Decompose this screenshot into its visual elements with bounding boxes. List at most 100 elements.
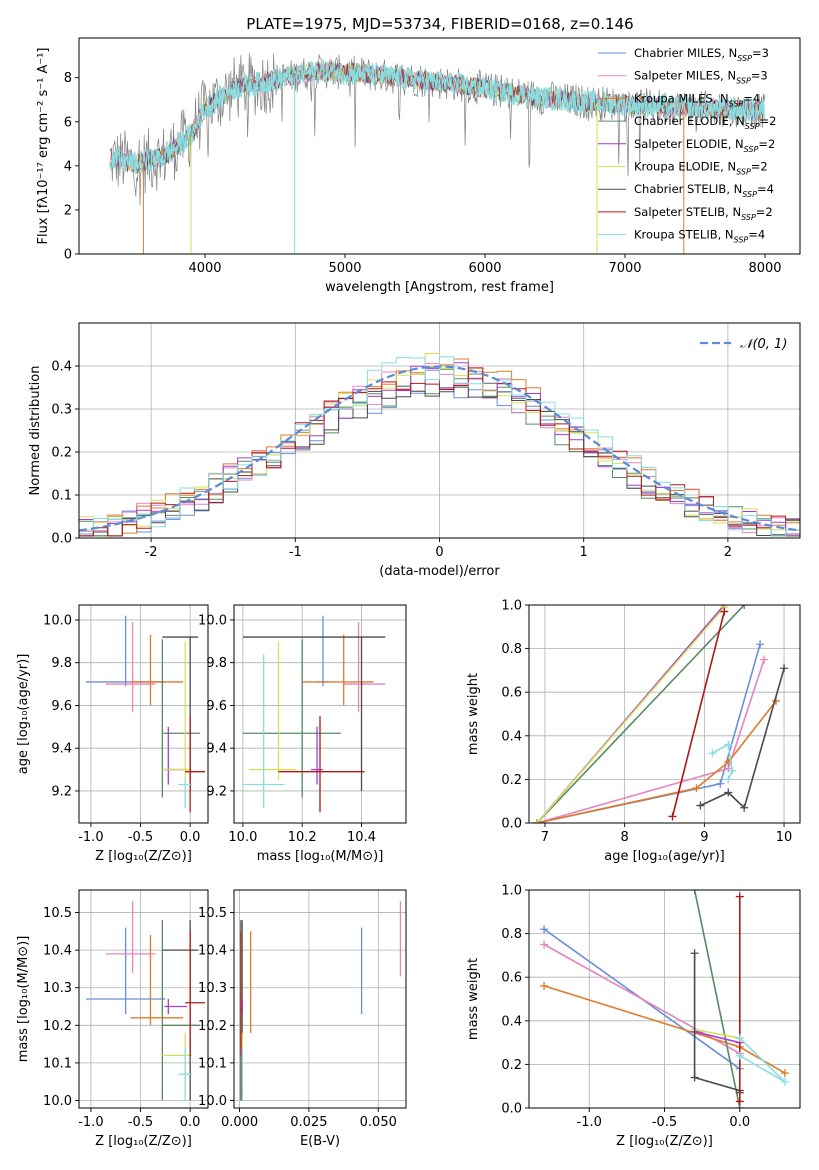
y-tick-label: 9.2: [51, 784, 72, 799]
x-tick-label: -0.5: [652, 1115, 677, 1130]
x-axis-label: age [log₁₀(age/yr)]: [604, 849, 725, 864]
y-axis-label: mass weight: [466, 958, 481, 1040]
series-line: [693, 890, 741, 1108]
errorbar-point-salpeter_stelib: [185, 716, 206, 813]
x-tick-label: -0.5: [128, 1115, 153, 1130]
grid-mass_vs_ebv: [234, 890, 406, 1108]
legend-entry-salpeter_elodie: Salpeter ELODIE, NSSP=2: [634, 137, 775, 154]
plot-area-mass_weight_vs_age: [532, 605, 789, 823]
axes-frame: [233, 604, 407, 824]
y-tick-label: 10.1: [198, 1056, 227, 1071]
data-point-marker: [756, 640, 765, 649]
data-point-marker: [716, 779, 725, 788]
y-tick-label: 8: [64, 71, 72, 86]
legend-entry-kroupa_elodie: Kroupa ELODIE, NSSP=2: [634, 160, 768, 177]
x-tick-label: 0.0: [729, 1115, 750, 1130]
errorbar-point-salpeter_stelib: [185, 931, 206, 1056]
errorbar-point-salpeter_elodie: [311, 726, 323, 785]
y-tick-label: 10.4: [198, 944, 227, 959]
errorbar-point-kroupa_stelib: [178, 780, 193, 809]
chart-title: PLATE=1975, MJD=53734, FIBERID=0168, z=0…: [246, 15, 633, 33]
panel-mass_weight_vs_Z: -1.0 -0.5 0.0 0.0 0.2 0.4 0.6 0.8 1.0 Z [log₁₀(Z/…: [466, 884, 801, 1149]
data-point-marker: [735, 1097, 744, 1106]
y-tick-label: 10.2: [198, 1019, 227, 1034]
legend-entry-salpeter_miles: Salpeter MILES, NSSP=3: [634, 69, 768, 86]
data-point-marker: [724, 740, 733, 749]
x-tick-label: 6000: [468, 261, 501, 276]
data-point-marker: [724, 788, 733, 797]
errorbar-point-kroupa_stelib: [242, 654, 285, 809]
histogram-chabrier_stelib: [79, 386, 800, 538]
legend-entry-chabrier_miles: Chabrier MILES, NSSP=3: [634, 46, 769, 63]
x-tick-label: -1.0: [78, 830, 103, 845]
histogram-kroupa_stelib: [79, 356, 800, 538]
x-tick-label: 0.0: [180, 1115, 201, 1130]
x-tick-label: -1.0: [577, 1115, 602, 1130]
plot-area-residuals: [79, 353, 800, 538]
y-tick-label: 0.3: [51, 403, 72, 418]
plot-area-mass_weight_vs_Z: [540, 890, 789, 1108]
x-tick-label: 1: [580, 545, 588, 560]
y-tick-label: 10.1: [43, 1056, 72, 1071]
normal-reference-curve: [79, 365, 800, 532]
series-line: [536, 700, 777, 823]
y-axis-label: Normed distribution: [28, 366, 43, 496]
x-axis-label: Z [log₁₀(Z/Z⊙)]: [95, 1134, 192, 1149]
series-kroupa_elodie: [532, 605, 729, 823]
x-tick-label: 0.0: [180, 830, 201, 845]
series-chabrier_stelib: [696, 664, 789, 812]
y-axis-label: mass weight: [466, 673, 481, 755]
x-tick-label: 0: [435, 545, 443, 560]
series-line: [671, 611, 726, 817]
x-axis-label: Z [log₁₀(Z/Z⊙)]: [95, 849, 192, 864]
axes-frame: [78, 37, 801, 255]
panel-mass_vs_ebv: 0.000 0.025 0.050 10.0 10.1 10.2 10.3 10.4 10.5 E…: [198, 889, 407, 1149]
plot-area-age_vs_mass: [242, 615, 386, 813]
x-tick-label: -2: [145, 545, 158, 560]
x-tick-label: 10.2: [288, 830, 317, 845]
data-point-marker: [724, 775, 733, 784]
data-point-marker: [696, 801, 705, 810]
panel-spectrum: Chabrier MILES, NSSP=3 Salpeter MILES, NS…: [36, 37, 801, 295]
legend-entry-salpeter_stelib: Salpeter STELIB, NSSP=2: [634, 205, 773, 222]
data-point-marker: [780, 1069, 789, 1078]
series-line: [536, 643, 761, 823]
data-point-marker: [532, 819, 541, 823]
axes-frame: [78, 889, 209, 1109]
legend: Chabrier MILES, NSSP=3 Salpeter MILES, NS…: [598, 46, 776, 245]
plot-area-age_vs_Z: [85, 615, 206, 813]
x-tick-label: 8: [621, 830, 629, 845]
panel-mass_weight_vs_age: 7 8 9 10 0.0 0.2 0.4 0.6 0.8 1.0 age [log₁₀(age/yr…: [466, 599, 801, 864]
panel-residuals: 𝒩(0, 1) -2 -1 0 1 2 0.0 0.1 0.2 0.3 0.4 (data-model…: [28, 322, 801, 579]
errorbar-point-salpeter_miles: [105, 622, 156, 712]
errorbar-point-kroupa_elodie: [162, 641, 193, 781]
y-axis-label: age [log₁₀(age/yr)]: [16, 654, 31, 775]
x-tick-label: 7000: [608, 261, 641, 276]
y-tick-label: 9.4: [51, 742, 72, 757]
series-line: [694, 1030, 740, 1044]
y-tick-label: 9.8: [51, 656, 72, 671]
y-tick-label: 4: [64, 159, 72, 174]
series-line: [536, 606, 725, 823]
y-tick-label: 6: [64, 115, 72, 130]
data-point-marker: [740, 803, 749, 812]
x-tick-label: 7: [541, 830, 549, 845]
y-tick-label: 10.3: [198, 981, 227, 996]
y-tick-label: 10.0: [198, 613, 227, 628]
data-point-marker: [692, 784, 701, 793]
data-point-marker: [780, 1077, 789, 1086]
x-tick-label: 9: [700, 830, 708, 845]
series-salpeter_miles: [540, 940, 744, 1058]
y-tick-label: 9.6: [51, 699, 72, 714]
y-tick-label: 0.2: [501, 1058, 522, 1073]
errorbar-point-kroupa_miles: [130, 935, 184, 1026]
y-tick-label: 10.5: [43, 906, 72, 921]
data-point-marker: [740, 605, 749, 609]
x-tick-label: -0.5: [128, 830, 153, 845]
y-tick-label: 0.0: [501, 1102, 522, 1117]
legend-entry-chabrier_stelib: Chabrier STELIB, NSSP=4: [634, 182, 774, 199]
series-line: [700, 667, 785, 810]
series-line: [711, 743, 734, 780]
errorbar-point-chabrier_miles: [317, 615, 329, 687]
